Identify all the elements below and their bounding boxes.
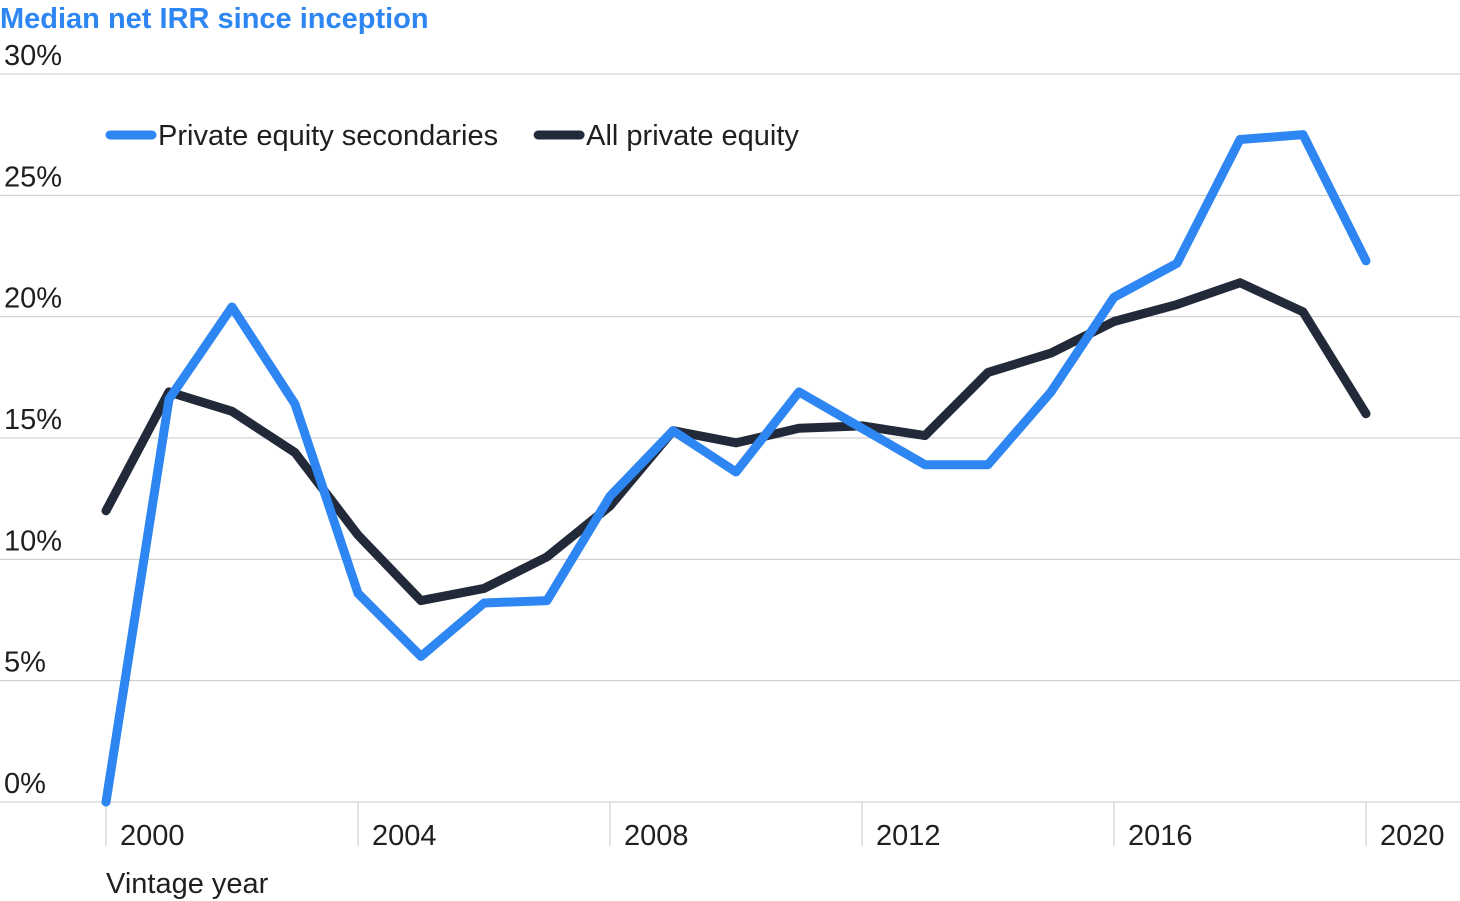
x-tick-label: 2016 [1128, 820, 1193, 852]
legend-label: Private equity secondaries [158, 120, 498, 152]
y-tick-label: 15% [4, 404, 62, 436]
series [101, 130, 1371, 807]
x-tick-label: 2008 [624, 820, 689, 852]
y-tick-label: 5% [4, 647, 46, 679]
legend: Private equity secondaries All private eq… [105, 120, 799, 152]
series-line [101, 278, 1371, 606]
x-tick-label: 2012 [876, 820, 941, 852]
y-tick-label: 20% [4, 283, 62, 315]
x-tick-label: 2004 [372, 820, 437, 852]
y-tick-label: 30% [4, 40, 62, 72]
y-axis: 0% 5% 10% 15% 20% 25% 30% [4, 40, 62, 800]
chart-title: Median net IRR since inception [0, 3, 429, 35]
y-tick-label: 25% [4, 161, 62, 193]
legend-label: All private equity [586, 120, 799, 152]
y-tick-label: 10% [4, 525, 62, 557]
x-axis-label: Vintage year [106, 868, 269, 900]
series-line [101, 130, 1371, 807]
y-tick-label: 0% [4, 768, 46, 800]
x-tick-separators [105, 802, 1367, 846]
x-tick-label: 2000 [120, 820, 185, 852]
x-tick-label: 2020 [1380, 820, 1445, 852]
x-axis: 2000 2004 2008 2012 2016 2020 [120, 820, 1445, 852]
